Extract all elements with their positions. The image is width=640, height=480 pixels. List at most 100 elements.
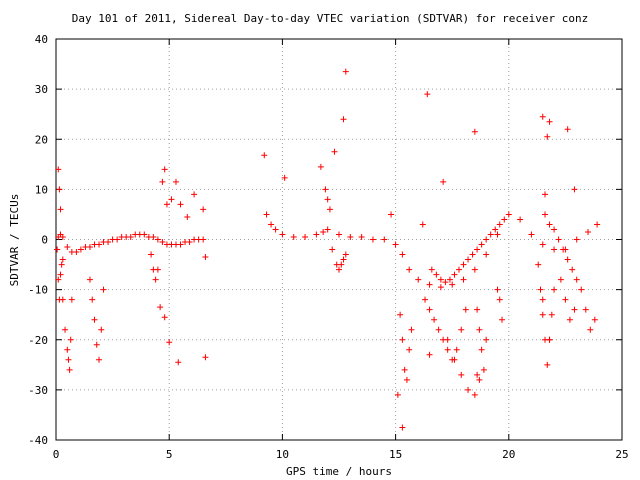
- data-point-marker: [453, 346, 460, 353]
- data-point-marker: [408, 326, 415, 333]
- data-point-marker: [98, 326, 105, 333]
- data-point-marker: [539, 241, 546, 248]
- data-point-marker: [59, 233, 66, 240]
- data-point-marker: [64, 346, 71, 353]
- data-point-marker: [422, 296, 429, 303]
- data-point-marker: [483, 336, 490, 343]
- data-point-marker: [313, 231, 320, 238]
- data-point-marker: [551, 286, 558, 293]
- data-point-marker: [496, 296, 503, 303]
- data-point-marker: [555, 236, 562, 243]
- data-point-marker: [476, 326, 483, 333]
- data-point-marker: [161, 314, 168, 321]
- data-point-marker: [342, 68, 349, 75]
- x-tick-label: 10: [276, 448, 289, 461]
- data-point-marker: [460, 276, 467, 283]
- data-point-marker: [186, 239, 193, 246]
- data-point-marker: [388, 211, 395, 218]
- data-point-marker: [290, 233, 297, 240]
- data-point-marker: [480, 366, 487, 373]
- data-point-marker: [154, 266, 161, 273]
- data-point-marker: [494, 231, 501, 238]
- data-points: [54, 68, 601, 431]
- data-point-marker: [471, 128, 478, 135]
- data-point-marker: [86, 244, 93, 251]
- data-point-marker: [338, 261, 345, 268]
- data-point-marker: [86, 276, 93, 283]
- data-point-marker: [449, 281, 456, 288]
- data-point-marker: [159, 239, 166, 246]
- data-point-marker: [440, 178, 447, 185]
- data-point-marker: [571, 306, 578, 313]
- data-point-marker: [200, 206, 207, 213]
- data-point-marker: [573, 276, 580, 283]
- data-point-marker: [320, 228, 327, 235]
- data-point-marker: [163, 201, 170, 208]
- data-point-marker: [392, 241, 399, 248]
- data-point-marker: [542, 211, 549, 218]
- data-point-marker: [58, 261, 65, 268]
- data-point-marker: [428, 266, 435, 273]
- y-tick-label: -40: [28, 434, 48, 447]
- data-point-marker: [73, 249, 80, 256]
- data-point-marker: [67, 336, 74, 343]
- data-point-marker: [65, 356, 72, 363]
- data-point-marker: [492, 226, 499, 233]
- y-axis-label: SDTVAR / TECUs: [8, 194, 21, 287]
- data-point-marker: [499, 316, 506, 323]
- data-point-marker: [177, 241, 184, 248]
- data-point-marker: [56, 186, 63, 193]
- data-point-marker: [64, 244, 71, 251]
- data-point-marker: [587, 326, 594, 333]
- data-point-marker: [465, 386, 472, 393]
- data-point-marker: [542, 191, 549, 198]
- data-point-marker: [150, 233, 157, 240]
- data-point-marker: [585, 228, 592, 235]
- data-point-marker: [399, 424, 406, 431]
- data-point-marker: [517, 216, 524, 223]
- data-point-marker: [100, 286, 107, 293]
- data-point-marker: [91, 316, 98, 323]
- data-point-marker: [544, 133, 551, 140]
- data-point-marker: [546, 336, 553, 343]
- data-point-marker: [471, 391, 478, 398]
- y-tick-label: 0: [41, 234, 48, 247]
- x-tick-label: 0: [53, 448, 60, 461]
- data-point-marker: [478, 241, 485, 248]
- data-point-marker: [431, 316, 438, 323]
- axis-ticks: [55, 38, 623, 441]
- data-point-marker: [551, 226, 558, 233]
- data-point-marker: [96, 241, 103, 248]
- data-point-marker: [161, 166, 168, 173]
- data-point-marker: [397, 311, 404, 318]
- data-point-marker: [336, 231, 342, 238]
- data-point-marker: [401, 366, 408, 373]
- data-point-marker: [483, 236, 490, 243]
- data-point-marker: [399, 251, 406, 258]
- data-point-marker: [539, 311, 546, 318]
- data-point-marker: [424, 91, 431, 98]
- data-point-marker: [66, 366, 73, 373]
- x-tick-label: 5: [166, 448, 173, 461]
- x-tick-label: 20: [502, 448, 515, 461]
- data-point-marker: [77, 246, 84, 253]
- data-point-marker: [544, 361, 551, 368]
- data-point-marker: [358, 233, 365, 240]
- data-point-marker: [54, 246, 61, 253]
- data-point-marker: [172, 178, 179, 185]
- data-point-marker: [487, 231, 494, 238]
- data-point-marker: [168, 196, 175, 203]
- data-point-marker: [342, 251, 349, 258]
- data-point-marker: [369, 236, 376, 243]
- data-point-marker: [471, 266, 478, 273]
- y-tick-label: 10: [35, 183, 48, 196]
- data-point-marker: [302, 233, 309, 240]
- data-point-marker: [444, 336, 451, 343]
- data-point-marker: [476, 376, 483, 383]
- data-point-marker: [141, 231, 148, 238]
- data-point-marker: [279, 231, 286, 238]
- data-point-marker: [93, 341, 100, 348]
- data-point-marker: [569, 266, 576, 273]
- data-point-marker: [127, 233, 134, 240]
